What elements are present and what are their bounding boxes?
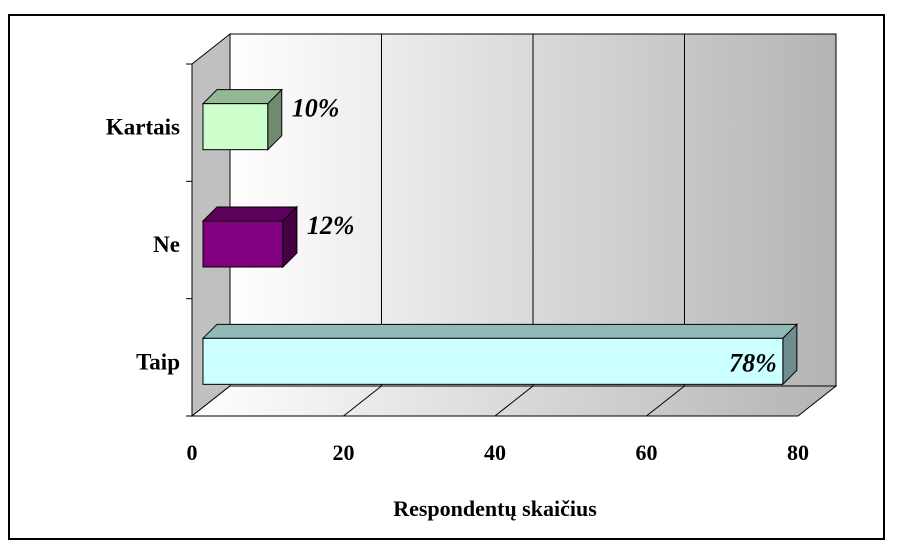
- x-tick-label: 20: [333, 440, 355, 465]
- x-tick-label: 0: [187, 440, 198, 465]
- y-category-label: Taip: [136, 349, 180, 374]
- data-label: 78%: [729, 348, 777, 377]
- floor-gridline: [343, 385, 382, 417]
- y-category-label: Ne: [153, 232, 180, 257]
- y-category-label: Kartais: [106, 115, 180, 140]
- bar-front-face: [202, 337, 784, 385]
- bar-front-face: [202, 103, 269, 151]
- x-tick-label: 80: [787, 440, 809, 465]
- bar-top-face: [201, 323, 799, 339]
- bar-chart: 0 20 40 60 80 Kartais 10% Ne 12% Taip 78% Responden…: [106, 32, 838, 521]
- x-tick-label: 60: [636, 440, 658, 465]
- x-tick-label: 40: [484, 440, 506, 465]
- bar-ne: [201, 205, 299, 269]
- chart-frame: 0 20 40 60 80 Kartais 10% Ne 12% Taip 78% Responden…: [8, 14, 885, 540]
- floor-gridline: [494, 385, 534, 417]
- x-axis-title: Respondentų skaičius: [393, 496, 597, 521]
- floor-gridline: [646, 385, 685, 417]
- bar-kartais: [201, 88, 283, 151]
- data-label: 10%: [292, 94, 340, 123]
- bar-top-face: [201, 206, 299, 222]
- bar-front-face: [202, 220, 284, 268]
- data-label: 12%: [307, 211, 355, 240]
- bar-taip: [201, 323, 799, 386]
